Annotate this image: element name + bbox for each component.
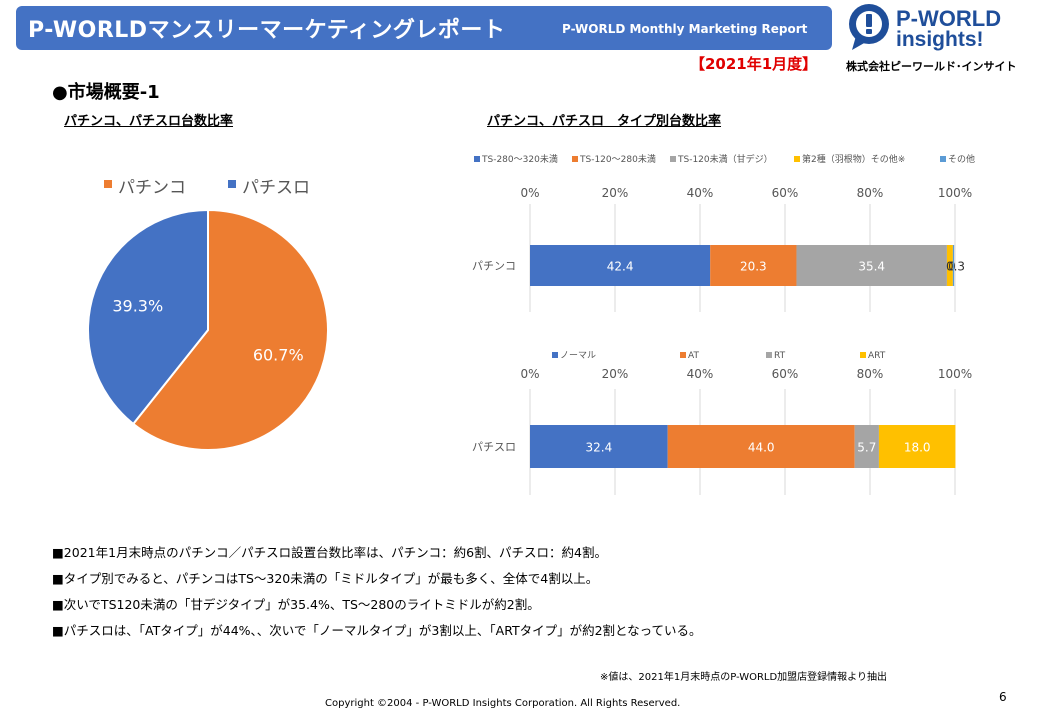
legend-swatch — [474, 156, 480, 162]
pie-data-label: 39.3% — [112, 296, 163, 315]
legend-label: TS-120未満（甘デジ） — [677, 153, 773, 165]
bar-data-label: 35.4 — [858, 260, 885, 274]
tick-label: 80% — [857, 186, 884, 200]
logo-text-sub: insights! — [896, 28, 984, 51]
bar-segment — [946, 245, 953, 286]
data-source-note: ※値は、2021年1月末時点のP-WORLD加盟店登録情報より抽出 — [600, 672, 887, 683]
bar-data-label: 18.0 — [904, 441, 931, 455]
logo-text: P-WORLD — [896, 6, 1002, 31]
bar-segment — [854, 425, 879, 468]
bar-segment — [667, 425, 855, 468]
legend-label: RT — [774, 351, 786, 361]
legend-label: 第2種（羽根物）その他※ — [802, 153, 905, 165]
legend-swatch — [766, 352, 772, 358]
bar-segment — [530, 425, 668, 468]
bar-chart-title: パチンコ、パチスロ タイプ別台数比率 — [487, 114, 722, 129]
legend-swatch — [104, 180, 112, 188]
bullet-item: ■次いでTS120未満の「甘デジタイプ」が35.4%、TS～280のライトミドル… — [52, 597, 540, 612]
legend-swatch — [572, 156, 578, 162]
page-subtitle: P-WORLD Monthly Marketing Report — [562, 22, 808, 36]
tick-label: 0% — [520, 186, 539, 200]
header-bar — [16, 6, 832, 50]
legend-label: その他 — [948, 153, 975, 165]
company-name: 株式会社ピーワールド･インサイト — [846, 60, 1017, 73]
summary-bullets: ■2021年1月末時点のパチンコ／パチスロ設置台数比率は、パチンコ：約6割、パチ… — [52, 540, 702, 644]
legend-swatch — [794, 156, 800, 162]
page-title: P-WORLDマンスリーマーケティングレポート — [28, 18, 506, 43]
bullet-item: ■2021年1月末時点のパチンコ／パチスロ設置台数比率は、パチンコ：約6割、パチ… — [52, 545, 607, 560]
legend-label: パチスロ — [242, 178, 310, 198]
bar-segment — [530, 245, 711, 286]
tick-label: 100% — [938, 186, 972, 200]
legend-label: TS-120～280未満 — [579, 153, 656, 165]
legend-label: ART — [868, 351, 886, 361]
bar-data-label: 0 — [948, 260, 956, 274]
bar-data-label: 0.3 — [946, 260, 965, 274]
legend-label: AT — [688, 351, 699, 361]
pie-chart-title: パチンコ、パチスロ台数比率 — [64, 114, 234, 129]
tick-label: 100% — [938, 367, 972, 381]
tick-label: 40% — [687, 186, 714, 200]
bar-segment — [710, 245, 797, 286]
category-label: パチスロ — [472, 441, 516, 454]
bar-data-label: 44.0 — [748, 441, 775, 455]
legend-swatch — [860, 352, 866, 358]
category-label: パチンコ — [472, 260, 516, 273]
tick-label: 60% — [772, 186, 799, 200]
legend-swatch — [670, 156, 676, 162]
bullet-item: ■パチスロは、「ATタイプ」が44%、、次いで「ノーマルタイプ」が3割以上、「A… — [52, 623, 702, 638]
pie-slice — [87, 208, 209, 426]
tick-label: 40% — [687, 367, 714, 381]
bar-data-label: 5.7 — [857, 441, 876, 455]
bar-segment — [796, 245, 947, 286]
copyright: Copyright ©2004 - P-WORLD Insights Corpo… — [325, 698, 681, 709]
bar-data-label: 32.4 — [585, 441, 612, 455]
report-period: 【2021年1月度】 — [690, 55, 818, 73]
tick-label: 20% — [602, 367, 629, 381]
legend-swatch — [552, 352, 558, 358]
legend-label: TS-280～320未満 — [481, 153, 558, 165]
tick-label: 0% — [520, 367, 539, 381]
tick-label: 20% — [602, 186, 629, 200]
section-title: ●市場概要-1 — [52, 82, 160, 103]
bar-data-label: 42.4 — [607, 260, 634, 274]
legend-label: パチンコ — [118, 178, 186, 198]
bar-segment — [878, 425, 956, 468]
legend-swatch — [940, 156, 946, 162]
page-number: 6 — [999, 690, 1007, 704]
bar-segment — [952, 245, 955, 286]
bullet-item: ■タイプ別でみると、パチンコはTS～320未満の「ミドルタイプ」が最も多く、全体… — [52, 571, 599, 586]
tick-label: 60% — [772, 367, 799, 381]
pie-data-label: 60.7% — [253, 346, 304, 365]
legend-swatch — [680, 352, 686, 358]
pie-slice — [131, 208, 329, 451]
legend-label: ノーマル — [560, 351, 596, 361]
tick-label: 80% — [857, 367, 884, 381]
legend-swatch — [228, 180, 236, 188]
bar-data-label: 20.3 — [740, 260, 767, 274]
